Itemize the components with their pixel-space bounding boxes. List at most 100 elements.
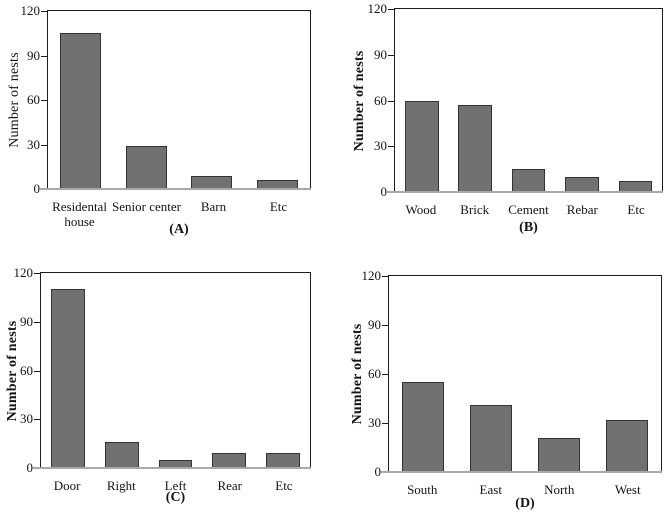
panel-a: Number of nests 0 30 60 90 120 Residental hous… bbox=[0, 0, 335, 250]
y-tick-label: 120 bbox=[367, 1, 388, 16]
y-tick-mark bbox=[382, 276, 388, 277]
x-label-residental-house: Residental house bbox=[52, 199, 107, 229]
y-tick-label: 60 bbox=[368, 366, 381, 381]
category-slot bbox=[202, 273, 256, 468]
bar-door bbox=[50, 289, 85, 468]
y-tick-label: 90 bbox=[368, 317, 381, 332]
y-tick-mark bbox=[41, 55, 47, 57]
x-axis-labels: South East North West bbox=[388, 482, 662, 497]
plot-area: 0 30 60 90 120 bbox=[362, 269, 662, 479]
bars-group bbox=[48, 11, 310, 189]
bar-left bbox=[158, 459, 193, 468]
category-slot bbox=[245, 11, 311, 189]
y-tick-mark bbox=[388, 100, 394, 102]
y-tick-label: 120 bbox=[361, 268, 382, 283]
category-slot bbox=[395, 9, 448, 192]
plot-area: 0 30 60 90 120 bbox=[14, 266, 311, 475]
bar-senior-center bbox=[125, 145, 167, 189]
bar-east bbox=[469, 405, 513, 472]
y-tick-mark bbox=[34, 370, 40, 372]
category-slot bbox=[41, 273, 95, 468]
bar-etc bbox=[618, 181, 653, 192]
x-label-north: North bbox=[544, 482, 575, 497]
y-tick-label: 0 bbox=[33, 181, 41, 196]
bar-north bbox=[537, 437, 581, 472]
x-axis-labels: Door Right Left Rear Etc bbox=[40, 478, 311, 493]
panel-letter: (C) bbox=[165, 490, 186, 505]
plot-area: 0 30 60 90 120 bbox=[21, 4, 311, 196]
panel-b: Number of nests 0 30 60 90 120 Wood Brick Cement… bbox=[335, 0, 669, 250]
x-label-etc: Etc bbox=[269, 199, 288, 214]
bars-group bbox=[41, 273, 310, 468]
x-label-etc: Etc bbox=[275, 478, 293, 493]
y-tick-label: 60 bbox=[374, 92, 387, 108]
bar-residental-house bbox=[60, 33, 102, 189]
y-tick-label: 0 bbox=[26, 460, 34, 475]
y-tick-label: 30 bbox=[368, 415, 381, 430]
y-tick-mark bbox=[388, 54, 394, 56]
bars-group bbox=[395, 9, 662, 192]
bar-barn bbox=[191, 175, 233, 189]
y-tick-mark bbox=[34, 273, 40, 274]
bar-right bbox=[104, 442, 139, 468]
x-axis-line bbox=[33, 467, 311, 469]
y-tick-mark bbox=[41, 144, 47, 146]
y-tick-label: 30 bbox=[27, 136, 40, 152]
y-tick-mark bbox=[34, 419, 40, 421]
bar-wood bbox=[404, 100, 439, 192]
y-tick-label: 60 bbox=[20, 362, 33, 378]
y-tick-label: 120 bbox=[20, 3, 41, 18]
bars-group bbox=[389, 276, 661, 472]
y-tick-label: 0 bbox=[374, 464, 382, 479]
panel-letter: (D) bbox=[515, 496, 535, 511]
category-slot bbox=[389, 276, 457, 472]
bar-etc bbox=[256, 180, 298, 189]
y-tick-label: 30 bbox=[20, 411, 33, 427]
x-axis-line bbox=[40, 188, 311, 190]
x-label-barn: Barn bbox=[200, 199, 227, 214]
x-label-east: East bbox=[479, 482, 502, 497]
x-label-west: West bbox=[614, 482, 641, 497]
x-label-brick: Brick bbox=[460, 202, 490, 217]
bar-brick bbox=[458, 105, 492, 192]
y-tick-label: 120 bbox=[13, 265, 34, 280]
x-label-right: Right bbox=[106, 478, 136, 493]
x-label-rear: Rear bbox=[217, 478, 242, 493]
category-slot bbox=[256, 273, 310, 468]
y-tick-mark bbox=[382, 374, 388, 375]
y-tick-label: 60 bbox=[27, 92, 40, 107]
x-label-door: Door bbox=[53, 478, 81, 493]
x-axis-labels: Residental house Senior center Barn Etc bbox=[47, 199, 311, 229]
category-slot bbox=[525, 276, 593, 472]
y-tick-label: 90 bbox=[374, 46, 387, 62]
panel-d: Number of nests 0 30 60 90 120 South East North W… bbox=[335, 250, 669, 514]
y-tick-label: 90 bbox=[20, 313, 33, 329]
bar-etc bbox=[266, 453, 301, 468]
x-label-senior-center: Senior center bbox=[112, 199, 181, 214]
y-tick-mark bbox=[41, 100, 47, 101]
x-label-wood: Wood bbox=[405, 202, 437, 217]
x-label-left: Left bbox=[164, 478, 187, 493]
x-label-south: South bbox=[407, 482, 438, 497]
category-slot bbox=[502, 9, 555, 192]
y-tick-mark bbox=[382, 325, 388, 326]
y-tick-mark bbox=[382, 423, 388, 424]
category-slot bbox=[457, 276, 525, 472]
x-axis-line bbox=[387, 191, 663, 193]
x-label-cement: Cement bbox=[508, 202, 549, 217]
plot-area: 0 30 60 90 120 bbox=[368, 2, 663, 199]
bar-south bbox=[401, 382, 445, 472]
panel-letter: (B) bbox=[519, 220, 538, 235]
category-slot bbox=[179, 11, 245, 189]
x-axis-line bbox=[381, 471, 662, 473]
bar-cement bbox=[511, 169, 546, 192]
panel-letter: (A) bbox=[169, 222, 189, 237]
bar-rebar bbox=[565, 176, 599, 192]
category-slot bbox=[609, 9, 662, 192]
y-tick-mark bbox=[41, 11, 47, 12]
category-slot bbox=[95, 273, 149, 468]
x-axis-labels: Wood Brick Cement Rebar Etc bbox=[394, 202, 663, 217]
panel-c: Number of nests 0 30 60 90 120 Door Right Left Re… bbox=[0, 250, 335, 514]
category-slot bbox=[114, 11, 180, 189]
